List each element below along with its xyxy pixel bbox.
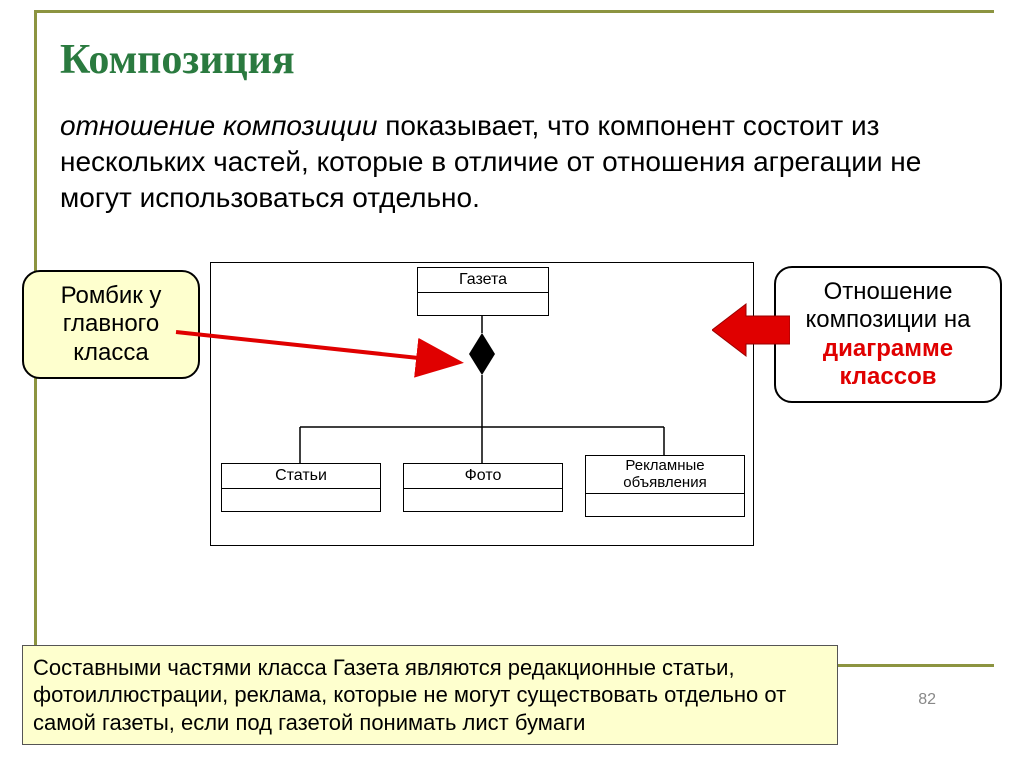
class-body (586, 494, 744, 516)
class-box-child-1: Статьи (221, 463, 381, 512)
slide: Композиция отношение композиции показыва… (0, 0, 1024, 767)
class-body (418, 293, 548, 315)
class-name: Газета (418, 268, 548, 293)
class-box-child-2: Фото (403, 463, 563, 512)
callout-right-text: Отношение композиции на (806, 278, 971, 333)
class-name: Рекламные объявления (586, 456, 744, 494)
callout-right: Отношение композиции на диаграмме классо… (774, 266, 1002, 403)
arrow-left-icon (170, 318, 500, 408)
footer-note: Составными частями класса Газета являютс… (22, 645, 838, 746)
arrow-right-icon (712, 300, 790, 360)
page-number: 82 (918, 691, 936, 709)
description: отношение композиции показывает, что ком… (60, 108, 994, 215)
frame-top (34, 10, 994, 13)
description-lead: отношение композиции (60, 110, 377, 141)
class-name: Статьи (222, 464, 380, 489)
class-body (222, 489, 380, 511)
callout-right-em: диаграмме классов (823, 335, 953, 390)
class-box-child-3: Рекламные объявления (585, 455, 745, 517)
page-title: Композиция (60, 36, 295, 84)
class-box-parent: Газета (417, 267, 549, 316)
class-name: Фото (404, 464, 562, 489)
class-body (404, 489, 562, 511)
